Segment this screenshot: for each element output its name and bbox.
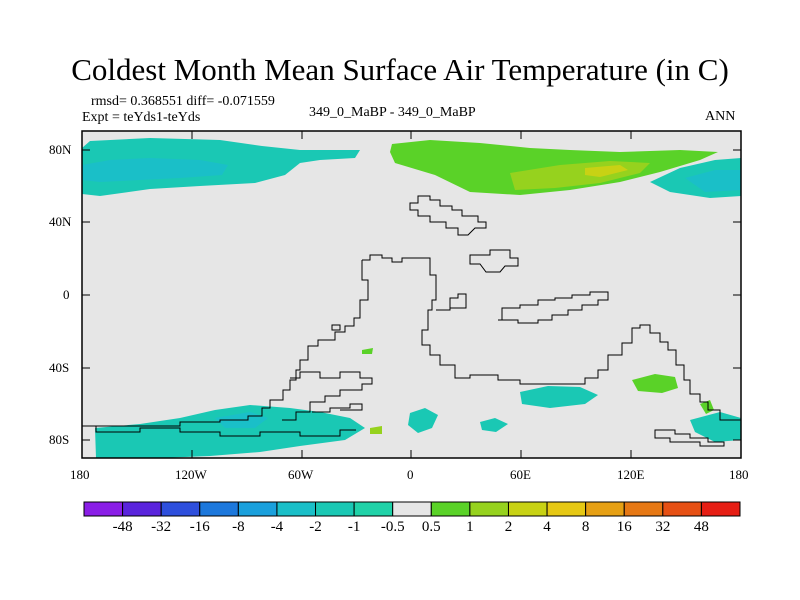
colorbar-label: 2 [504,519,513,535]
colorbar-box [507,501,548,517]
period-label: 349_0_MaBP - 349_0_MaBP [309,105,476,120]
colorbar-label: -2 [309,519,322,535]
colorbar-label: 0.5 [421,519,441,535]
south-indian-cold-region [520,386,598,408]
lon-tick-label: 180 [729,467,749,482]
antarctica-outline [82,425,356,437]
lat-tick-label: 0 [63,287,70,302]
lon-tick-label: 120E [617,467,645,482]
colorbar-label: -16 [189,519,210,535]
colorbar-label: -4 [270,519,284,535]
chart-title: Coldest Month Mean Surface Air Temperatu… [71,52,729,87]
axis-ticks [82,131,741,458]
colorbar-label: 32 [655,519,671,535]
lon-tick-label: 120W [175,467,207,482]
south-atlantic-cold-region [408,408,438,433]
lon-tick-label: 60W [288,467,314,482]
colorbar-box [469,501,509,517]
lat-tick-label: 40S [49,360,70,375]
colorbar-box [392,501,432,517]
continent-central [362,254,741,421]
experiment-label: Expt = teYds1-teYds [82,110,201,125]
australia-warm-region [632,374,678,393]
colorbar-box [83,501,124,517]
colorbar-box [546,501,587,517]
continent-north-block [409,195,487,236]
continent-central-west [82,260,369,427]
colorbar-label: 8 [581,519,590,535]
colorbar [83,501,741,517]
colorbar-label: -1 [347,519,361,535]
colorbar-label: -8 [232,519,245,535]
colorbar-box [160,501,201,517]
colorbar-box [315,501,355,517]
colorbar-label: -48 [112,519,133,535]
colorbar-label: 4 [543,519,551,535]
coastlines [82,195,741,447]
continent-upper-east [436,293,467,311]
siberian-warm-peak [585,165,628,177]
field-anomalies [82,138,741,458]
colorbar-box [199,501,239,517]
continent-south-west [282,371,373,421]
continent-small-island [469,249,519,273]
colorbar-label: 1 [466,519,474,535]
colorbar-box [585,501,625,517]
colorbar-label: 16 [616,519,632,535]
lat-tick-label: 80N [49,142,72,157]
lon-tick-label: 60E [510,467,531,482]
colorbar-box [623,501,664,517]
colorbar-label: -32 [151,519,172,535]
continent-se-island [654,429,725,447]
stats-label: rmsd= 0.368551 diff= -0.071559 [91,94,275,109]
south-america-warm-spot [362,348,373,354]
north-pacific-core [82,158,228,182]
warm-spot-small [370,426,382,434]
colorbar-box [122,501,162,517]
lat-tick-label: 40N [49,214,72,229]
lon-tick-label: 180 [70,467,90,482]
east-arctic-cold-core [685,170,741,192]
antarctic-cold-region [95,405,365,458]
colorbar-label: -0.5 [380,519,405,535]
lat-tick-label: 80S [49,432,70,447]
colorbar-box [430,501,471,517]
south-pacific-cold-region [480,418,508,432]
colorbar-label: 48 [693,519,709,535]
colorbar-box [237,501,278,517]
colorbar-box [662,501,702,517]
continent-south-spur [312,403,363,413]
season-label: ANN [705,109,736,124]
colorbar-box [353,501,394,517]
colorbar-box [276,501,317,517]
colorbar-box [700,501,741,517]
continent-west-fragment [331,324,341,331]
lon-tick-label: 0 [407,467,414,482]
continent-east-arm [498,291,609,324]
